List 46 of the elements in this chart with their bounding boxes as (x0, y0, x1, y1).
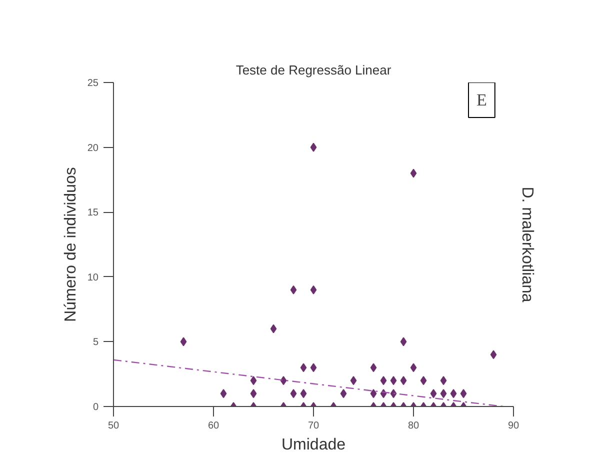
x-tick-label: 50 (108, 420, 120, 432)
point (300, 363, 307, 372)
x-tick-label: 80 (408, 420, 420, 432)
point (290, 389, 297, 398)
y-tick-label: 25 (87, 78, 99, 89)
point (300, 389, 307, 398)
point (400, 337, 407, 346)
point (350, 376, 357, 386)
point (380, 376, 387, 386)
point (270, 324, 277, 334)
point (440, 389, 447, 398)
y-tick-label: 20 (87, 142, 99, 154)
y-tick-label: 0 (92, 402, 99, 413)
point (400, 376, 407, 386)
point (250, 376, 257, 386)
point (450, 389, 457, 398)
point (180, 337, 187, 346)
point (370, 363, 377, 372)
point (310, 363, 317, 372)
point (440, 376, 447, 386)
point (220, 389, 227, 398)
annotation: E (476, 90, 487, 110)
point (290, 285, 297, 294)
y-tick-label: 5 (92, 337, 99, 348)
x-tick-label: 70 (308, 420, 320, 432)
point (250, 389, 257, 398)
chart-title: Teste de Regressão Linear (236, 62, 392, 78)
point (390, 376, 397, 386)
point (370, 389, 377, 398)
point (410, 363, 417, 372)
point (340, 389, 347, 398)
point (420, 376, 427, 386)
y-axis-title: Número de individuos (62, 167, 80, 322)
y-tick-label: 10 (87, 272, 99, 284)
point (310, 285, 317, 294)
point (490, 350, 497, 360)
text: D. malerkotliana (518, 186, 536, 302)
x-axis-title: Umidade (281, 436, 346, 454)
y-tick-label: 15 (87, 208, 99, 219)
x-tick-label: 60 (208, 420, 220, 432)
point (430, 389, 437, 398)
point (460, 389, 467, 398)
point (280, 376, 287, 386)
point (410, 168, 417, 178)
x-tick-label: 90 (508, 420, 520, 432)
point (310, 142, 317, 152)
